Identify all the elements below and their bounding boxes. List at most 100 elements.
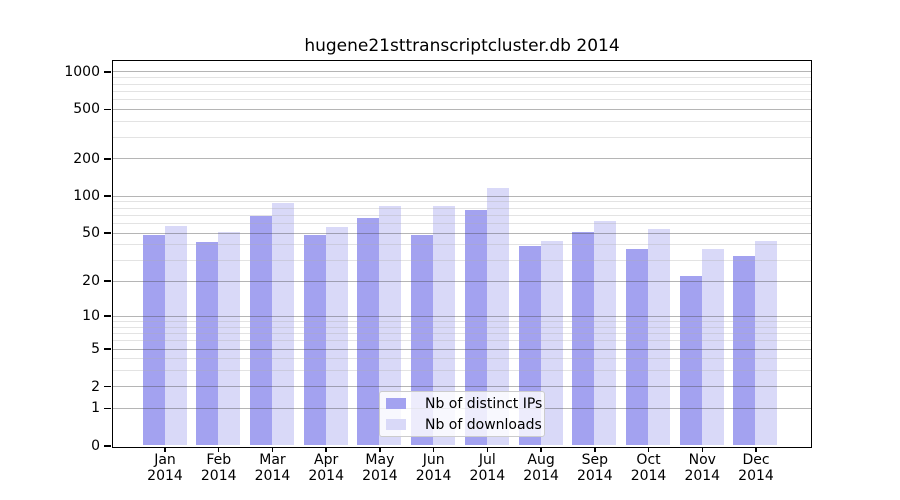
- bar-dec-downloads: [755, 240, 778, 446]
- minor-gridline: [112, 358, 811, 360]
- bar-sep-ips: [572, 231, 595, 446]
- legend-label-downloads: Nb of downloads: [425, 416, 542, 433]
- x-tick-mark: [217, 447, 220, 452]
- x-tick-label-apr: Apr 2014: [308, 452, 344, 484]
- bar-dec-ips: [733, 256, 756, 446]
- x-tick-mark: [755, 447, 757, 452]
- minor-gridline: [112, 214, 811, 216]
- minor-gridline: [112, 99, 811, 101]
- bar-feb-ips: [196, 241, 219, 446]
- y-tick-mark: [104, 315, 111, 317]
- major-gridline: [112, 386, 811, 388]
- legend-item-downloads: Nb of downloads: [386, 416, 542, 433]
- legend-swatch-downloads: [386, 419, 406, 430]
- minor-gridline: [112, 259, 811, 261]
- x-tick-mark: [432, 447, 435, 452]
- legend-label-distinct-ips: Nb of distinct IPs: [425, 395, 543, 412]
- major-gridline: [112, 71, 811, 73]
- y-tick-label: 10: [82, 308, 100, 325]
- minor-gridline: [112, 77, 811, 79]
- x-tick-label-dec: Dec 2014: [738, 452, 774, 484]
- y-tick-label: 5: [91, 341, 100, 357]
- y-tick-mark: [104, 108, 111, 111]
- x-tick-label-jun: Jun 2014: [415, 452, 452, 484]
- bar-sep-downloads: [594, 221, 617, 446]
- plot-area: [111, 59, 812, 448]
- y-tick-label: 1: [91, 400, 100, 417]
- bar-nov-downloads: [701, 248, 724, 446]
- x-tick-label-oct: Oct 2014: [630, 452, 667, 484]
- minor-gridline: [112, 83, 811, 85]
- bar-nov-ips: [679, 275, 702, 446]
- bar-may-downloads: [379, 205, 402, 446]
- minor-gridline: [112, 222, 811, 224]
- bar-jul-ips: [464, 210, 487, 446]
- minor-gridline: [112, 121, 811, 123]
- minor-gridline: [112, 326, 811, 328]
- plot-canvas: [112, 61, 811, 447]
- y-tick-mark: [104, 385, 111, 388]
- bar-jan-ips: [142, 234, 165, 446]
- legend-swatch-distinct-ips: [386, 398, 406, 409]
- y-tick-mark: [104, 280, 111, 282]
- bar-may-ips: [357, 217, 380, 446]
- y-tick-mark: [104, 158, 111, 160]
- x-tick-mark: [486, 447, 489, 452]
- y-tick-label: 100: [73, 188, 100, 205]
- minor-gridline: [112, 90, 811, 92]
- x-tick-label-jul: Jul 2014: [469, 452, 506, 484]
- minor-gridline: [112, 340, 811, 342]
- chart-title: hugene21sttranscriptcluster.db 2014: [304, 36, 620, 56]
- minor-gridline: [112, 320, 811, 322]
- y-tick-mark: [104, 195, 111, 197]
- y-tick-mark: [104, 445, 111, 447]
- y-tick-label: 200: [73, 150, 100, 167]
- x-tick-label-jan: Jan 2014: [147, 452, 183, 484]
- major-gridline: [112, 195, 811, 197]
- legend: Nb of distinct IPs Nb of downloads: [379, 391, 545, 437]
- bar-apr-downloads: [325, 226, 348, 446]
- bar-aug-downloads: [540, 240, 563, 446]
- y-tick-mark: [104, 407, 111, 410]
- bar-feb-downloads: [218, 231, 241, 446]
- y-tick-label: 2: [91, 378, 100, 395]
- x-tick-label-may: May 2014: [362, 452, 398, 484]
- x-tick-mark: [594, 447, 596, 452]
- major-gridline: [112, 158, 811, 160]
- x-tick-label-nov: Nov 2014: [684, 452, 721, 484]
- bar-oct-ips: [626, 248, 649, 446]
- minor-gridline: [112, 207, 811, 209]
- bar-mar-ips: [249, 216, 272, 446]
- minor-gridline: [112, 370, 811, 372]
- minor-gridline: [112, 332, 811, 334]
- bar-apr-ips: [303, 234, 326, 446]
- x-tick-mark: [164, 447, 166, 452]
- x-tick-label-feb: Feb 2014: [200, 452, 237, 484]
- x-tick-label-aug: Aug 2014: [523, 452, 559, 484]
- legend-item-distinct-ips: Nb of distinct IPs: [386, 395, 542, 412]
- bar-jan-downloads: [164, 225, 187, 446]
- x-tick-mark: [325, 447, 327, 452]
- bar-jul-downloads: [486, 187, 509, 446]
- minor-gridline: [112, 201, 811, 203]
- y-tick-label: 20: [82, 273, 100, 290]
- x-tick-label-sep: Sep 2014: [576, 452, 613, 484]
- y-tick-mark: [104, 71, 111, 73]
- major-gridline: [112, 348, 811, 350]
- x-tick-mark: [701, 447, 704, 452]
- y-tick-mark: [104, 232, 111, 234]
- x-tick-mark: [540, 447, 542, 452]
- major-gridline: [112, 315, 811, 317]
- y-tick-label: 0: [91, 438, 100, 454]
- major-gridline: [112, 280, 811, 282]
- bar-jun-downloads: [433, 205, 456, 446]
- major-gridline: [112, 232, 811, 234]
- x-tick-mark: [379, 447, 381, 452]
- y-tick-label: 50: [82, 225, 100, 242]
- bar-mar-downloads: [271, 202, 294, 446]
- y-tick-label: 500: [73, 101, 100, 118]
- bar-oct-downloads: [648, 228, 671, 446]
- y-tick-label: 1000: [64, 63, 100, 80]
- x-tick-mark: [271, 447, 274, 452]
- y-tick-mark: [104, 348, 111, 350]
